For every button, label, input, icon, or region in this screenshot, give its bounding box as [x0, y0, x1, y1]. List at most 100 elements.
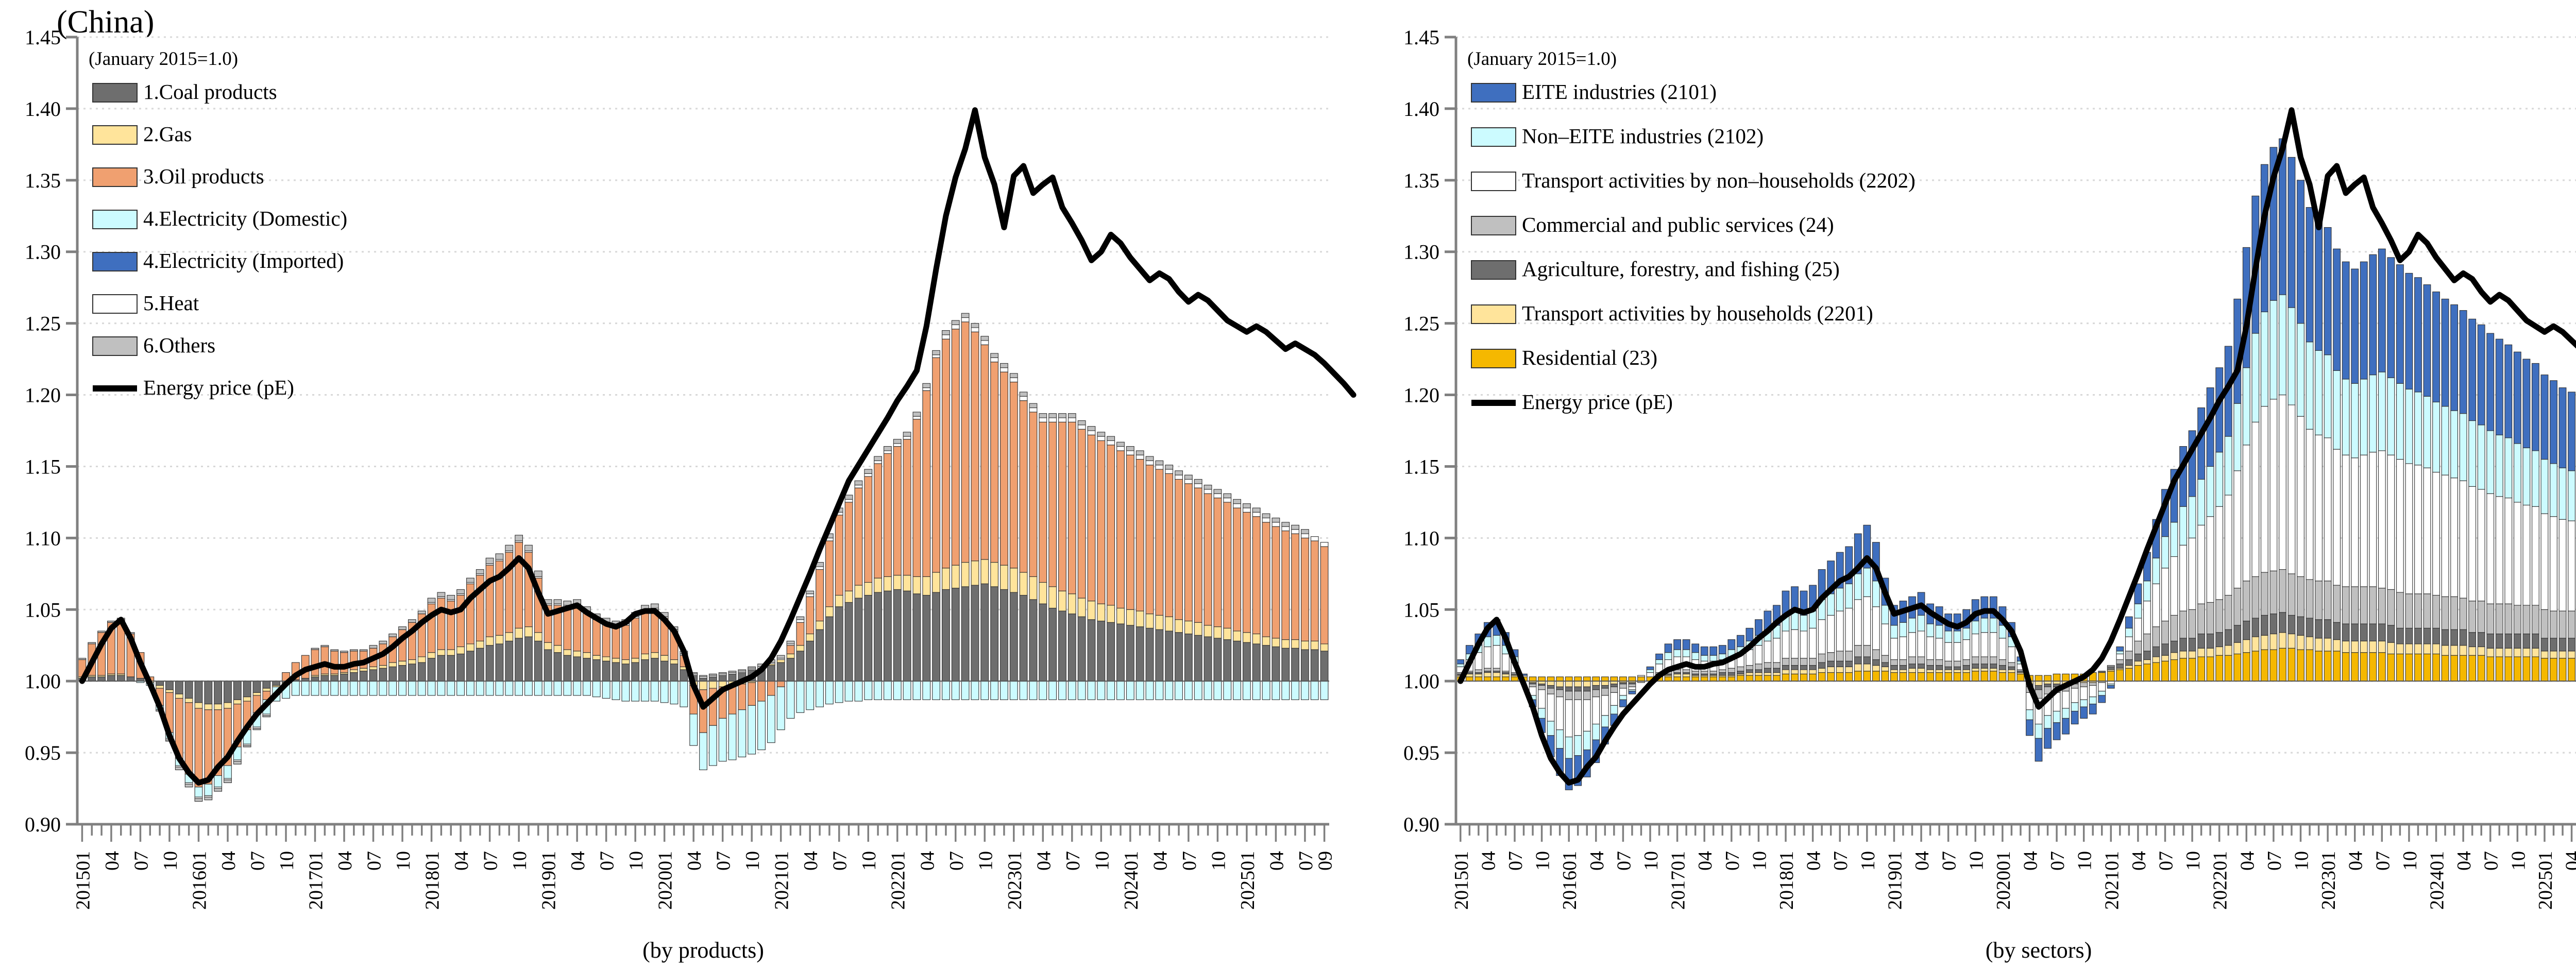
bar-segment: [515, 638, 523, 682]
bar-segment: [592, 655, 601, 660]
bar-segment: [349, 681, 358, 696]
bar-segment: [1971, 620, 1979, 635]
bar-segment: [1000, 565, 1008, 590]
bar-segment: [2459, 598, 2467, 630]
bar-segment: [2423, 627, 2431, 644]
bar-segment: [2279, 648, 2286, 682]
bar-segment: [1252, 516, 1261, 635]
bar-segment: [1782, 673, 1790, 682]
bar-segment: [786, 681, 795, 719]
bar-segment: [1646, 672, 1654, 677]
bar-segment: [515, 542, 523, 628]
bar-segment: [1773, 675, 1781, 682]
bar-segment: [1872, 606, 1880, 650]
y-tick-label: 1.15: [25, 455, 61, 478]
bar-segment: [1881, 655, 1889, 663]
bar-segment: [1301, 533, 1309, 538]
bar-segment: [1272, 517, 1280, 523]
bar-segment: [2206, 633, 2214, 649]
bar-segment: [1223, 681, 1232, 700]
bar-segment: [844, 590, 853, 603]
bar-segment: [1556, 686, 1564, 690]
bar-segment: [2279, 394, 2286, 570]
x-tick-label: 201701: [1668, 851, 1689, 910]
bar-segment: [816, 629, 824, 682]
bar-segment: [844, 602, 853, 682]
bar-segment: [2080, 686, 2088, 700]
bar-segment: [427, 652, 436, 659]
bar-segment: [583, 612, 591, 653]
bar-segment: [485, 681, 494, 696]
bar-segment: [2441, 629, 2449, 646]
bar-segment: [2333, 639, 2341, 652]
bar-segment: [854, 480, 863, 486]
bar-segment: [456, 646, 465, 654]
bar-segment: [2342, 623, 2350, 641]
bar-segment: [379, 665, 387, 669]
bar-segment: [1755, 672, 1762, 676]
bar-segment: [1881, 662, 1889, 667]
bar-segment: [680, 669, 688, 682]
bar-segment: [330, 649, 339, 652]
bar-segment: [2134, 640, 2142, 654]
bar-segment: [2396, 459, 2404, 593]
bar-segment: [1116, 607, 1125, 624]
bar-segment: [2513, 656, 2521, 682]
bar-segment: [524, 545, 533, 551]
bar-segment: [893, 575, 902, 590]
bar-segment: [359, 649, 368, 652]
bar-segment: [932, 592, 940, 682]
bar-segment: [408, 681, 416, 696]
bar-segment: [2251, 333, 2260, 422]
bar-segment: [1944, 642, 1953, 661]
bar-segment: [2414, 465, 2422, 594]
x-tick-label: 07: [1505, 851, 1527, 871]
x-tick-label: 202101: [2101, 851, 2123, 910]
bar-segment: [1291, 524, 1299, 530]
bar-segment: [2053, 673, 2061, 682]
bar-segment: [184, 681, 193, 699]
bar-segment: [951, 565, 960, 589]
bar-segment: [1252, 681, 1261, 700]
x-tick-label: 10: [1749, 851, 1770, 871]
bar-segment: [844, 499, 853, 503]
bar-segment: [2035, 681, 2043, 686]
bar-segment: [1483, 676, 1492, 682]
bar-segment: [2098, 691, 2106, 696]
bar-segment: [670, 681, 679, 705]
bar-segment: [2224, 594, 2232, 630]
bar-segment: [1818, 668, 1826, 673]
bar-segment: [1935, 638, 1943, 660]
bar-segment: [1097, 620, 1106, 682]
x-tick-label: 07: [713, 851, 735, 871]
bar-segment: [2441, 298, 2449, 407]
bar-series-group: [78, 313, 1329, 802]
bar-segment: [1800, 631, 1808, 659]
bar-segment: [1917, 631, 1925, 657]
chart-by-products: 0.90 0.95 1.00 1.05 1.10 1.15 1.20 1.25 1.30 1.35…: [25, 26, 1357, 963]
bar-segment: [204, 796, 213, 801]
y-tick-group: 0.90 0.95 1.00 1.05 1.10 1.15 1.20 1.25 1.30 1.35…: [1403, 26, 1456, 836]
bar-segment: [2504, 656, 2513, 682]
bar-segment: [2550, 638, 2557, 652]
bar-segment: [1872, 649, 1880, 660]
bar-segment: [437, 655, 446, 682]
bar-segment: [1145, 627, 1154, 682]
bar-segment: [1213, 489, 1222, 494]
bar-segment: [2432, 472, 2440, 596]
bar-segment: [874, 456, 882, 461]
bar-segment: [2279, 612, 2286, 633]
bar-segment: [1998, 669, 2007, 673]
bar-segment: [1872, 581, 1880, 607]
bar-segment: [1592, 689, 1600, 698]
bar-segment: [2107, 665, 2115, 667]
bar-segment: [301, 681, 310, 696]
bar-segment: [1039, 681, 1047, 700]
bar-segment: [2224, 645, 2232, 656]
bar-segment: [1242, 503, 1251, 508]
bar-segment: [2333, 651, 2341, 682]
bar-segment: [495, 635, 504, 644]
bar-segment: [1213, 498, 1222, 627]
bar-segment: [1800, 658, 1808, 666]
bar-segment: [1998, 659, 2007, 666]
